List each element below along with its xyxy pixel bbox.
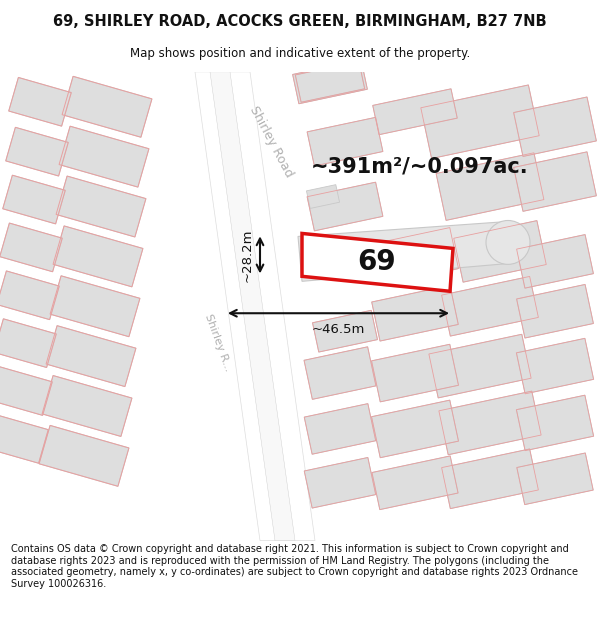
Polygon shape xyxy=(313,311,377,352)
Polygon shape xyxy=(298,221,510,281)
Polygon shape xyxy=(0,319,56,368)
Circle shape xyxy=(486,221,530,264)
Text: Shirley R...: Shirley R... xyxy=(203,313,233,373)
Polygon shape xyxy=(307,182,383,231)
Polygon shape xyxy=(517,395,593,451)
Polygon shape xyxy=(517,284,593,338)
Polygon shape xyxy=(9,78,71,126)
Text: ~28.2m: ~28.2m xyxy=(241,228,254,282)
Polygon shape xyxy=(0,271,59,319)
Polygon shape xyxy=(304,458,376,508)
Polygon shape xyxy=(421,85,539,159)
Polygon shape xyxy=(302,234,453,291)
Polygon shape xyxy=(39,426,129,486)
Polygon shape xyxy=(304,404,376,454)
Polygon shape xyxy=(56,176,146,237)
Polygon shape xyxy=(429,334,531,398)
Polygon shape xyxy=(0,367,52,416)
Polygon shape xyxy=(517,453,593,504)
Polygon shape xyxy=(304,347,376,399)
Polygon shape xyxy=(42,376,132,436)
Polygon shape xyxy=(372,456,458,509)
Polygon shape xyxy=(436,152,544,221)
Polygon shape xyxy=(371,344,458,402)
Polygon shape xyxy=(62,76,152,138)
Text: Map shows position and indicative extent of the property.: Map shows position and indicative extent… xyxy=(130,48,470,61)
Polygon shape xyxy=(307,184,340,208)
Polygon shape xyxy=(3,175,65,224)
Polygon shape xyxy=(372,286,458,341)
Polygon shape xyxy=(307,118,383,166)
Polygon shape xyxy=(514,152,596,211)
Polygon shape xyxy=(293,60,367,104)
Polygon shape xyxy=(53,226,143,287)
Polygon shape xyxy=(0,414,48,463)
Polygon shape xyxy=(439,391,541,455)
Polygon shape xyxy=(295,61,365,102)
Polygon shape xyxy=(442,449,538,509)
Polygon shape xyxy=(371,228,458,285)
Polygon shape xyxy=(517,234,593,288)
Polygon shape xyxy=(46,326,136,386)
Text: 69: 69 xyxy=(358,248,397,276)
Text: ~391m²/~0.097ac.: ~391m²/~0.097ac. xyxy=(311,157,529,177)
Text: Contains OS data © Crown copyright and database right 2021. This information is : Contains OS data © Crown copyright and d… xyxy=(11,544,578,589)
Polygon shape xyxy=(514,97,596,156)
Polygon shape xyxy=(373,89,457,135)
Polygon shape xyxy=(454,221,546,282)
Polygon shape xyxy=(195,72,315,541)
Polygon shape xyxy=(210,72,295,541)
Text: 69, SHIRLEY ROAD, ACOCKS GREEN, BIRMINGHAM, B27 7NB: 69, SHIRLEY ROAD, ACOCKS GREEN, BIRMINGH… xyxy=(53,14,547,29)
Text: ~46.5m: ~46.5m xyxy=(312,323,365,336)
Polygon shape xyxy=(371,400,458,458)
Polygon shape xyxy=(6,127,68,176)
Polygon shape xyxy=(517,338,593,394)
Polygon shape xyxy=(442,276,538,336)
Polygon shape xyxy=(59,126,149,187)
Text: Shirley Road: Shirley Road xyxy=(247,104,295,179)
Polygon shape xyxy=(0,223,62,272)
Polygon shape xyxy=(50,276,140,337)
